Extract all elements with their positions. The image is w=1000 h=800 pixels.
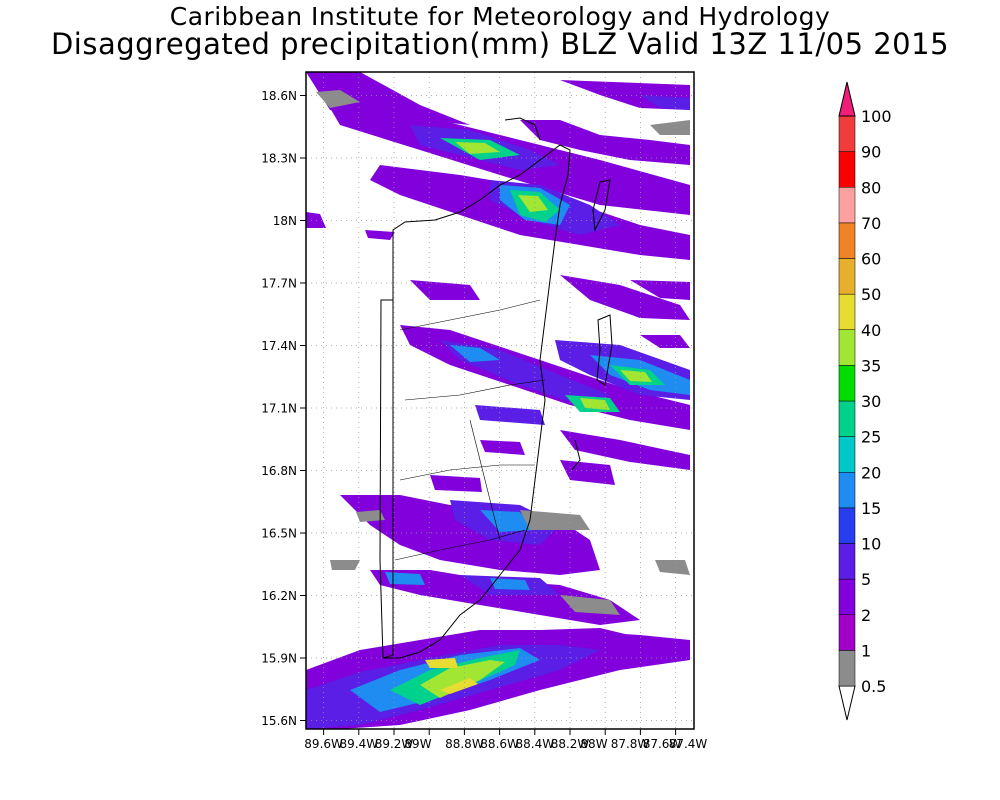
lat-label: 17.7N [261,277,297,291]
precip-band [640,95,690,110]
precip-band [480,440,525,455]
precip-band [560,430,690,470]
legend-label: 80 [861,178,881,197]
legend-label: 40 [861,321,881,340]
precip-band [370,570,640,625]
legend-label: 100 [861,107,892,126]
legend-swatch [838,543,856,580]
belize-outline [379,117,571,659]
legend-swatch [838,578,856,615]
lon-label: 89.4W [340,737,379,751]
precip-band [316,90,360,108]
legend-swatch [838,436,856,473]
precip-band [330,560,360,570]
precip-band [630,280,690,300]
lon-label: 88W [580,737,607,751]
precip-band [450,345,500,362]
lon-label: 87.6W [643,737,682,751]
legend-label: 50 [861,285,881,304]
lat-label: 18.3N [261,152,297,166]
lat-label: 17.4N [261,339,297,353]
lon-label: 87.8W [611,737,650,751]
legend-swatch [838,614,856,651]
title-line-2: Disaggregated precipitation(mm) BLZ Vali… [50,27,950,61]
legend-label: 25 [861,428,881,447]
legend-label: 2 [861,606,871,625]
precip-band [540,628,650,645]
precip-band [580,398,610,410]
legend-label: 35 [861,356,881,375]
precip-band [520,510,590,530]
cayes [571,179,613,471]
lon-label: 88.6W [480,737,519,751]
lat-label: 16.5N [261,527,297,541]
legend-swatch [838,507,856,544]
precipitation-field [306,72,690,729]
legend-label: 0.5 [861,677,886,696]
legend-label: 60 [861,250,881,269]
legend-label: 15 [861,499,881,518]
lat-label: 15.9N [261,652,297,666]
precip-band [425,658,458,668]
title-line-1: Caribbean Institute for Meteorology and … [169,2,831,31]
longitude-axis [323,729,677,735]
lon-label: 87.4W [669,737,708,751]
lat-label: 18N [273,214,297,228]
legend-swatch [838,365,856,402]
lon-label: 88.4W [516,737,555,751]
precip-band [385,572,425,585]
lat-label: 16.2N [261,589,297,603]
precip-band [655,560,690,575]
legend-under-arrow [838,685,856,721]
legend-label: 5 [861,570,871,589]
district-boundaries [394,299,546,561]
precip-band [455,142,500,154]
legend-swatch [838,400,856,437]
precip-band [560,460,615,485]
lat-label: 17.1N [261,402,297,416]
legend-swatch [838,222,856,259]
legend-swatch [838,472,856,509]
legend-over-arrow [838,81,856,117]
precip-band [620,370,652,382]
precip-band [340,495,600,575]
lon-label: 88.2W [551,737,590,751]
lon-label: 88.8W [445,737,484,751]
legend-label: 1 [861,641,871,660]
legend-label: 90 [861,143,881,162]
precip-band [440,678,478,694]
latitude-axis [300,95,306,721]
legend-swatch [838,258,856,295]
legend-swatch [838,187,856,224]
precip-band [560,595,620,615]
legend-label: 10 [861,535,881,554]
precip-band [356,510,385,522]
precip-band [475,405,545,425]
lon-label: 89.6W [304,737,343,751]
lat-label: 15.6N [261,714,297,728]
precip-band [560,275,690,320]
precip-band [640,335,690,348]
legend-label: 20 [861,463,881,482]
lat-label: 18.6N [261,89,297,103]
precip-band [518,195,548,212]
legend-swatch [838,151,856,188]
legend-label: 70 [861,214,881,233]
precip-band [420,660,505,698]
legend-label: 30 [861,392,881,411]
legend-swatch [838,329,856,366]
lon-label: 89W [404,737,431,751]
lon-label: 89.2W [375,737,414,751]
precip-band [430,475,482,492]
lat-label: 16.8N [261,464,297,478]
precip-band [650,120,690,135]
legend-swatch [838,650,856,687]
precip-band [410,280,480,300]
precip-band [365,230,395,240]
legend-swatch [838,293,856,330]
legend-swatch [838,115,856,152]
precip-band [306,212,326,228]
